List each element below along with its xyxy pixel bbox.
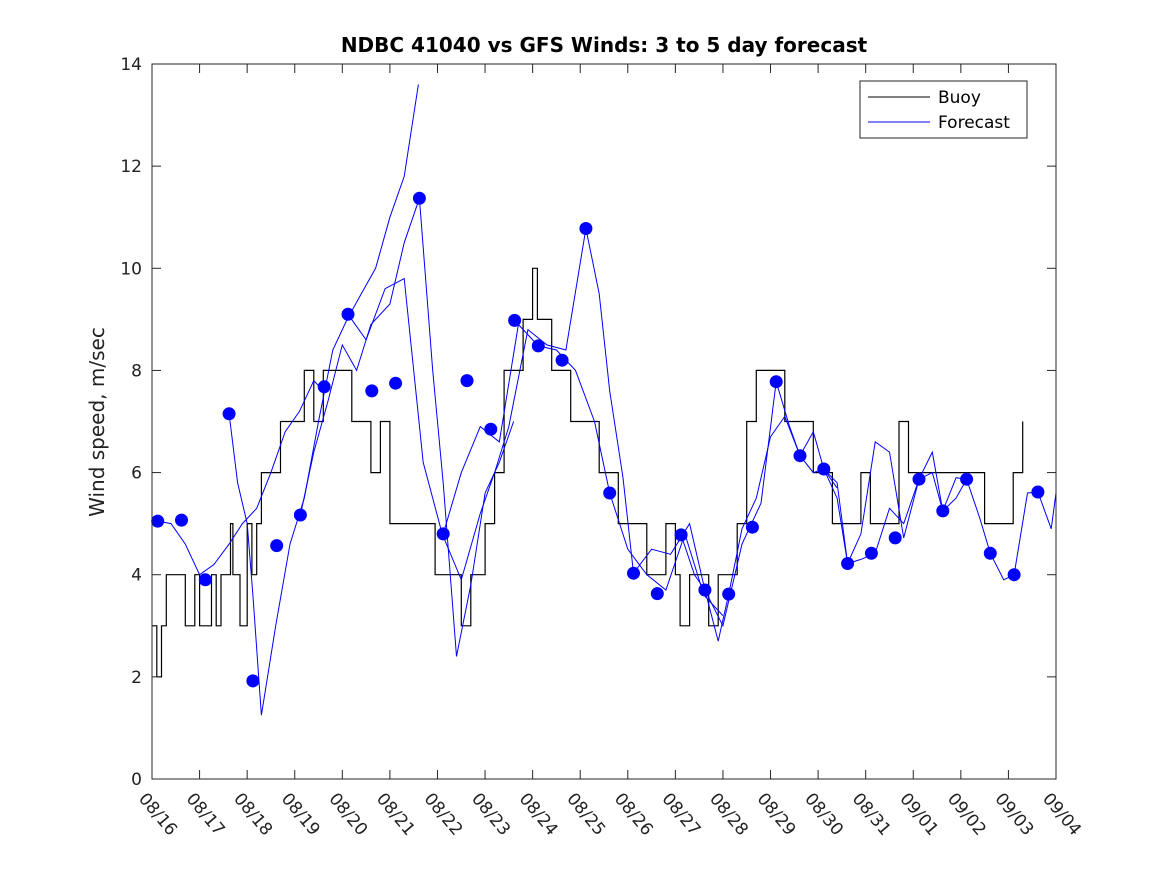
forecast-marker-24: [698, 583, 712, 597]
forecast-marker-28: [793, 449, 807, 463]
legend-label-forecast: Forecast: [938, 113, 1010, 133]
y-tick-label: 12: [120, 157, 142, 177]
forecast-marker-25: [722, 587, 736, 601]
forecast-marker-38: [1031, 485, 1045, 499]
y-tick-label: 4: [131, 566, 142, 586]
buoy-series-line: [152, 267, 1024, 678]
forecast-marker-20: [603, 486, 617, 500]
forecast-marker-9: [341, 307, 355, 321]
forecast-marker-6: [270, 539, 284, 553]
chart-title: NDBC 41040 vs GFS Winds: 3 to 5 day fore…: [341, 33, 868, 57]
forecast-series-line-2: [228, 84, 419, 716]
forecast-marker-31: [864, 546, 878, 560]
forecast-marker-21: [627, 566, 640, 580]
forecast-marker-14: [460, 374, 474, 388]
forecast-marker-33: [912, 472, 926, 486]
forecast-marker-34: [936, 504, 950, 518]
y-tick-label: 6: [131, 464, 142, 484]
plot-frame: [151, 63, 1057, 780]
y-tick-label: 2: [131, 668, 142, 688]
forecast-marker-19: [579, 222, 593, 235]
forecast-marker-36: [983, 546, 997, 560]
forecast-marker-37: [1007, 568, 1021, 582]
forecast-marker-3: [198, 573, 212, 587]
forecast-marker-32: [888, 531, 902, 545]
y-tick-label: 14: [120, 55, 142, 75]
forecast-marker-10: [365, 384, 379, 398]
forecast-marker-22: [650, 587, 664, 601]
forecast-marker-17: [531, 339, 545, 353]
forecast-marker-5: [246, 674, 260, 688]
forecast-marker-2: [175, 513, 188, 527]
forecast-marker-23: [674, 528, 688, 542]
forecast-marker-12: [412, 191, 426, 205]
legend-box: [859, 80, 1028, 139]
forecast-marker-4: [222, 407, 236, 421]
legend-label-buoy: Buoy: [938, 88, 981, 108]
plot-area: [151, 84, 1057, 716]
forecast-marker-16: [508, 313, 522, 327]
forecast-marker-18: [555, 353, 569, 367]
forecast-series-line-3: [299, 198, 515, 657]
forecast-marker-13: [436, 527, 450, 541]
forecast-marker-8: [317, 380, 331, 394]
forecast-marker-27: [769, 375, 783, 389]
forecast-marker-1: [151, 514, 165, 528]
forecast-marker-15: [484, 422, 498, 436]
forecast-marker-29: [817, 462, 831, 476]
forecast-series-line-1: [157, 379, 324, 576]
y-tick-label: 8: [131, 361, 142, 381]
legend: Buoy Forecast: [859, 80, 1028, 139]
forecast-marker-11: [389, 376, 403, 390]
forecast-marker-35: [960, 472, 974, 486]
forecast-marker-7: [293, 508, 307, 522]
forecast-series-line-8: [823, 441, 1057, 581]
y-tick-label: 0: [131, 770, 142, 790]
forecast-marker-30: [841, 557, 855, 570]
forecast-marker-26: [745, 520, 759, 534]
y-axis-label: Wind speed, m/sec: [85, 327, 109, 517]
y-tick-label: 10: [120, 259, 142, 279]
